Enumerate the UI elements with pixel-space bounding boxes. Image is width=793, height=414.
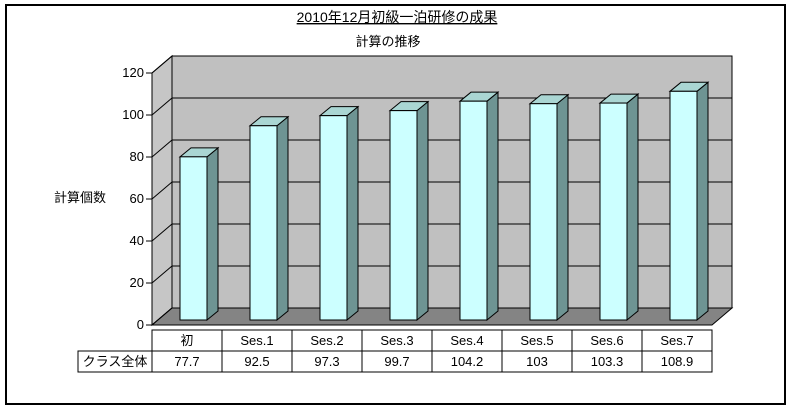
bar-side-face bbox=[486, 91, 499, 322]
table-header-label: Ses.3 bbox=[380, 333, 413, 348]
side-wall-gridline bbox=[151, 181, 173, 200]
bar-front-face bbox=[319, 115, 348, 321]
table-value: 103 bbox=[526, 354, 548, 369]
table-header-label: 初 bbox=[180, 333, 193, 348]
side-wall-gridline bbox=[151, 55, 173, 74]
table-header-label: Ses.6 bbox=[590, 333, 623, 348]
bar-front-face bbox=[179, 156, 208, 321]
bar-side-face bbox=[416, 100, 429, 322]
bar-series bbox=[178, 81, 710, 322]
table-value: 77.7 bbox=[174, 354, 199, 369]
table-value: 92.5 bbox=[244, 354, 269, 369]
table-header-label: Ses.2 bbox=[310, 333, 343, 348]
table-value: 104.2 bbox=[451, 354, 484, 369]
bar-front-face bbox=[249, 125, 278, 321]
table-value-cell bbox=[641, 350, 713, 373]
bar-side-face bbox=[206, 146, 219, 322]
y-axis-tick-label: 0 bbox=[137, 317, 144, 332]
bar-Ses.5 bbox=[528, 93, 570, 322]
y-axis-tick-label: 80 bbox=[130, 149, 144, 164]
bar-side-face bbox=[556, 93, 569, 322]
table-header-label: Ses.1 bbox=[240, 333, 273, 348]
table-value: 99.7 bbox=[384, 354, 409, 369]
plot-area-3d-walls bbox=[150, 54, 734, 327]
chart-main-title: 2010年12月初級一泊研修の成果 bbox=[297, 9, 498, 25]
y-axis-tick-label: 120 bbox=[122, 65, 144, 80]
bar-front-face bbox=[669, 90, 698, 321]
table-header-label: Ses.7 bbox=[660, 333, 693, 348]
y-axis-tick-label: 40 bbox=[130, 233, 144, 248]
table-value: 103.3 bbox=[591, 354, 624, 369]
side-wall-gridline bbox=[151, 307, 173, 326]
table-value: 97.3 bbox=[314, 354, 339, 369]
y-axis: 0 20 40 60 80 100 120 bbox=[122, 65, 152, 332]
bar-side-face bbox=[346, 105, 359, 322]
bar-Ses.1 bbox=[248, 115, 290, 322]
table-row-label: クラス全体 bbox=[83, 354, 148, 369]
table-header-label: Ses.5 bbox=[520, 333, 553, 348]
data-table: 初 Ses.1 Ses.2 Ses.3 Ses.4 Ses.5 Ses.6 Ses.7 クラス全… bbox=[77, 329, 713, 373]
table-value: 108.9 bbox=[661, 354, 694, 369]
y-axis-tick-label: 20 bbox=[130, 275, 144, 290]
bar-Ses.7 bbox=[668, 81, 710, 322]
bar-Ses.2 bbox=[318, 105, 360, 322]
side-wall-gridline bbox=[151, 97, 173, 116]
bar-side-face bbox=[696, 81, 709, 322]
bar-side-face bbox=[626, 93, 639, 322]
bar-front-face bbox=[459, 100, 488, 321]
bar-side-face bbox=[276, 115, 289, 322]
y-axis-tick-label: 100 bbox=[122, 107, 144, 122]
chart-subtitle: 計算の推移 bbox=[355, 34, 420, 49]
bar-front-face bbox=[389, 110, 418, 321]
bar-Ses.4 bbox=[458, 91, 500, 322]
bar-front-face bbox=[599, 102, 628, 321]
bar-front-face bbox=[529, 103, 558, 321]
bar-Ses.3 bbox=[388, 100, 430, 322]
y-axis-title: 計算個数 bbox=[54, 190, 106, 205]
side-wall-gridline bbox=[151, 139, 173, 158]
floor bbox=[150, 307, 734, 326]
bar-Ses.6 bbox=[598, 93, 640, 322]
side-wall-gridline bbox=[151, 265, 173, 284]
bar-初 bbox=[178, 146, 220, 322]
side-wall-gridline bbox=[151, 223, 173, 242]
y-axis-tick-label: 60 bbox=[130, 191, 144, 206]
table-header-label: Ses.4 bbox=[450, 333, 483, 348]
